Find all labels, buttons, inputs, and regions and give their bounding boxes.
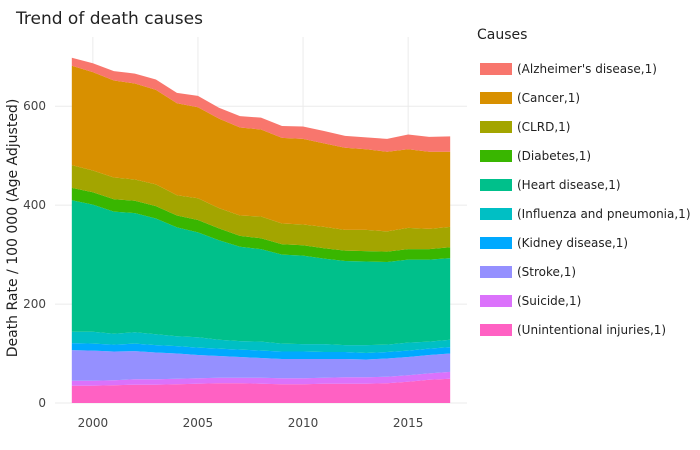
legend-swatch [480,150,512,162]
legend-entry: (CLRD,1) [517,120,570,134]
legend-swatch [480,237,512,249]
legend: (Alzheimer's disease,1) (Cancer,1) (CLRD,1… [480,62,691,337]
legend-entry: (Stroke,1) [517,265,576,279]
y-tick-label: 400 [23,198,46,212]
y-axis-label: Death Rate / 100 000 (Age Adjusted) [5,99,21,358]
legend-swatch [480,208,512,220]
legend-entry: (Unintentional injuries,1) [517,323,666,337]
x-tick-label: 2005 [183,416,214,430]
area-series-4 [71,331,451,354]
x-tick-label: 2015 [393,416,424,430]
legend-swatch [480,92,512,104]
stacked-areas [71,57,451,403]
area-series-5 [71,200,451,346]
x-tick-labels: 2000 2005 2010 2015 [78,416,424,430]
area-series-8 [71,65,451,232]
legend-title: Causes [477,27,527,43]
area-series-7 [71,165,451,252]
y-tick-label: 0 [38,396,46,410]
legend-swatch [480,63,512,75]
legend-entry: (Diabetes,1) [517,149,591,163]
legend-entry: (Kidney disease,1) [517,236,628,250]
area-series-9 [71,57,451,152]
legend-swatch [480,266,512,278]
y-tick-labels: 0 200 400 600 [23,99,46,410]
y-tick-label: 200 [23,297,46,311]
area-series-0 [71,378,451,403]
area-series-3 [71,343,451,360]
area-series-2 [71,350,451,381]
legend-entry: (Heart disease,1) [517,178,621,192]
area-series-6 [71,187,451,263]
x-tick-label: 2000 [78,416,109,430]
legend-entry: (Influenza and pneumonia,1) [517,207,691,221]
chart-title: Trend of death causes [15,9,203,29]
legend-entry: (Suicide,1) [517,294,581,308]
legend-entry: (Alzheimer's disease,1) [517,62,657,76]
area-series-1 [71,371,451,386]
legend-swatch [480,295,512,307]
legend-entry: (Cancer,1) [517,91,580,105]
y-tick-label: 600 [23,99,46,113]
legend-swatch [480,179,512,191]
legend-swatch [480,121,512,133]
x-tick-label: 2010 [288,416,319,430]
legend-swatch [480,324,512,336]
